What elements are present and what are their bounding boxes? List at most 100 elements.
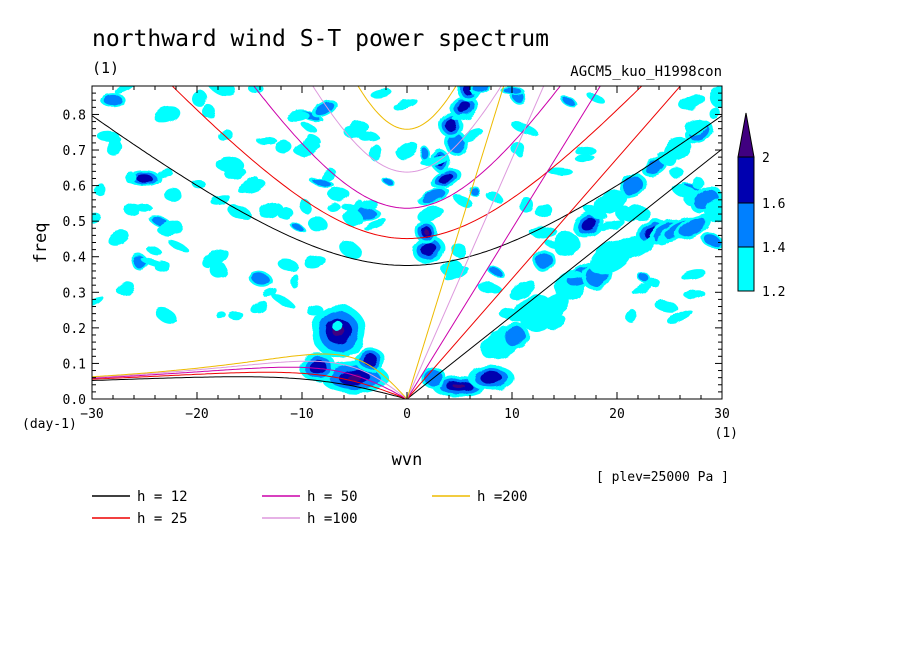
y-unit-label: (day-1) — [22, 417, 77, 432]
contour-blob — [536, 252, 553, 270]
contour-blob — [562, 97, 575, 106]
contour-blob — [201, 248, 229, 268]
contour-blob — [191, 90, 208, 107]
contour-blob — [339, 203, 361, 212]
contour-blob — [154, 106, 180, 124]
dispersion-line — [92, 115, 722, 266]
contour-blob — [479, 371, 503, 384]
contour-blob — [541, 313, 567, 330]
x-tick-label: −20 — [185, 407, 208, 422]
y-tick-label: 0.5 — [63, 215, 86, 230]
contour-blob — [417, 205, 444, 223]
contour-blob — [509, 280, 536, 300]
contour-blob — [421, 190, 446, 203]
contour-blob — [476, 281, 503, 295]
contour-blob — [224, 166, 247, 180]
contour-blob — [228, 311, 244, 320]
dispersion-line — [171, 86, 643, 240]
contour-blob — [546, 166, 574, 177]
contour-blob — [155, 307, 177, 324]
dispersion-line — [357, 86, 457, 130]
contour-blob — [363, 218, 387, 231]
contour-blob — [457, 101, 471, 113]
contour-blob — [600, 219, 625, 231]
y-tick-label: 0.0 — [63, 393, 86, 408]
contour-blob — [320, 169, 337, 182]
contour-blob — [299, 199, 312, 215]
contour-blob — [642, 235, 655, 251]
contour-blob — [622, 176, 644, 196]
contour-blob — [639, 273, 649, 282]
legend-label: h =100 — [307, 511, 358, 527]
contour-blob — [703, 234, 721, 247]
contour-blob — [396, 141, 419, 160]
x-tick-label: 20 — [609, 407, 625, 422]
contour-blob — [306, 304, 323, 317]
contour-blob — [227, 204, 251, 220]
contour-blob — [462, 128, 483, 143]
contour-blob — [167, 240, 190, 253]
contour-blob — [223, 86, 237, 96]
contour-blob — [472, 86, 490, 92]
contour-blob — [107, 135, 123, 145]
contour-blob — [328, 187, 349, 201]
contour-blob — [645, 158, 665, 174]
contour-blob — [304, 255, 326, 270]
dispersion-line — [312, 86, 502, 173]
contour-blob — [423, 229, 429, 235]
dispersion-line — [406, 86, 545, 399]
contour-blob — [444, 119, 457, 131]
x-tick-label: 30 — [714, 407, 730, 422]
legend-label: h = 50 — [307, 489, 358, 505]
contour-blob — [421, 243, 437, 257]
x-axis-label: wvn — [392, 450, 423, 470]
contour-blob — [392, 99, 419, 111]
contour-blob — [671, 184, 698, 200]
contour-blob — [629, 205, 651, 221]
contour-blob — [631, 282, 653, 294]
contour-blob — [107, 230, 130, 246]
contour-blob — [311, 178, 332, 187]
contour-blob — [286, 111, 310, 122]
contour-fills — [92, 86, 722, 398]
contour-blob — [485, 191, 504, 203]
contour-blob — [136, 174, 153, 183]
contour-blob — [592, 207, 606, 219]
contour-blob — [544, 240, 561, 249]
contour-blob — [277, 206, 293, 220]
dispersion-line — [92, 353, 408, 399]
y-axis-label: freq — [31, 223, 51, 264]
dispersion-line — [92, 371, 408, 399]
contour-blob — [290, 274, 300, 289]
colorbar-segment — [737, 246, 755, 292]
unit-label: (1) — [92, 59, 119, 77]
contour-blob — [669, 167, 684, 178]
contour-blob — [521, 315, 540, 330]
y-tick-label: 0.7 — [63, 144, 86, 159]
contour-blob — [369, 144, 382, 161]
contour-blob — [271, 293, 295, 309]
contour-blob — [92, 296, 104, 309]
contour-blob — [542, 293, 570, 316]
contour-blob — [684, 289, 705, 299]
axis-ticks: −30 −20 −10 0 10 20 30 0.0 0.1 0.2 0.3 0.4 0.5 0.6 0.7… — [63, 85, 730, 422]
colorbar-label: 1.4 — [762, 241, 786, 256]
contour-blob — [453, 384, 466, 389]
contour-blob — [363, 353, 378, 366]
contour-blob — [301, 122, 318, 134]
x-unit-label: (1) — [715, 426, 738, 441]
x-tick-label: 10 — [504, 407, 520, 422]
dispersion-curves — [92, 86, 722, 399]
colorbar-segment — [737, 202, 755, 248]
contour-blob — [511, 122, 538, 135]
contour-blob — [260, 202, 283, 219]
contour-blob — [306, 133, 322, 144]
contour-blob — [146, 246, 162, 256]
y-tick-label: 0.8 — [63, 108, 86, 123]
colorbar-label: 1.6 — [762, 197, 785, 212]
contour-blob — [332, 320, 342, 331]
contour-blob — [157, 168, 173, 177]
contour-blob — [705, 197, 722, 223]
contour-blob — [489, 267, 503, 276]
colorbar-segment — [737, 156, 755, 204]
